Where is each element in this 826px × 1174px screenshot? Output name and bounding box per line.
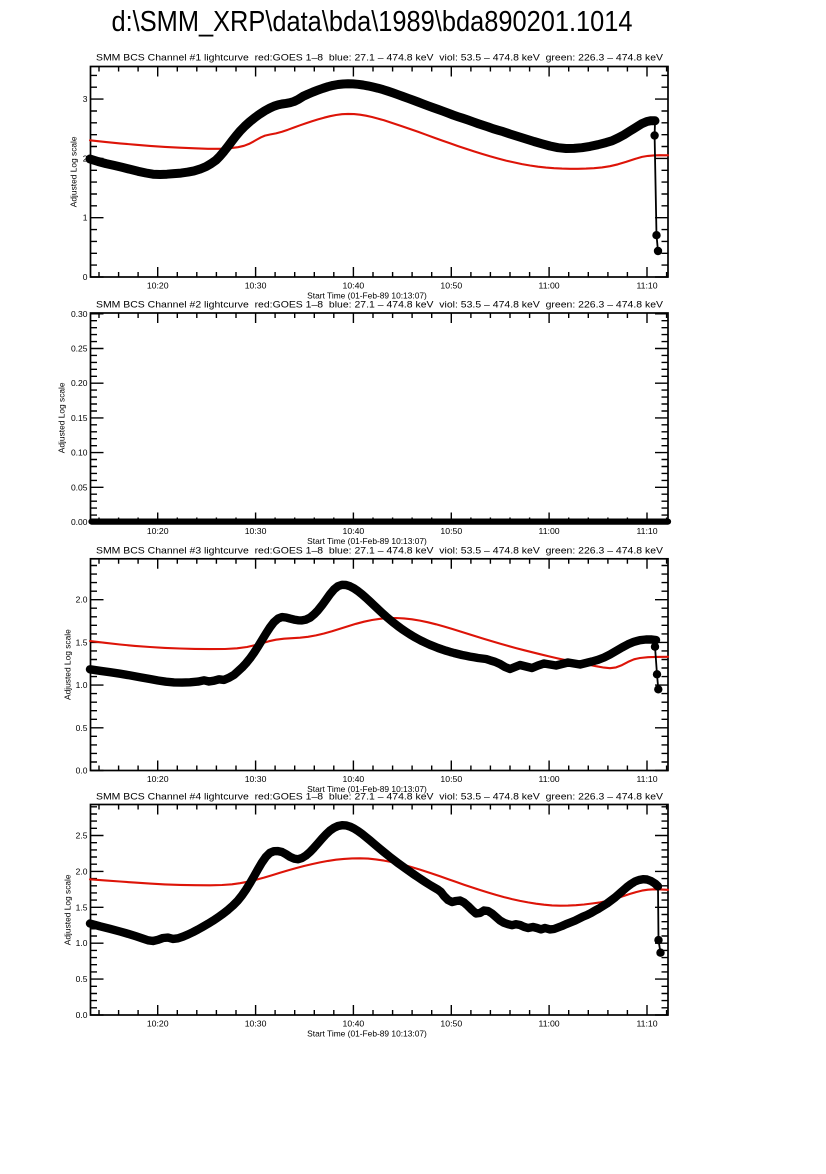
svg-text:Start Time (01-Feb-89 10:13:07: Start Time (01-Feb-89 10:13:07) [307, 784, 427, 794]
svg-text:SMM BCS Channel #4 lightcurve: SMM BCS Channel #4 lightcurve red:GOES 1… [96, 791, 663, 801]
svg-text:1.5: 1.5 [76, 902, 88, 912]
svg-text:10:30: 10:30 [245, 526, 267, 536]
svg-text:d:\SMM_XRP\data\bda\1989\bda89: d:\SMM_XRP\data\bda\1989\bda890201.1014 [112, 6, 633, 38]
svg-text:10:30: 10:30 [245, 774, 267, 784]
svg-text:0.0: 0.0 [76, 1010, 88, 1020]
svg-text:10:20: 10:20 [147, 1018, 169, 1028]
svg-text:11:10: 11:10 [636, 1018, 657, 1028]
svg-text:SMM BCS Channel #3 lightcurve: SMM BCS Channel #3 lightcurve red:GOES 1… [96, 545, 663, 555]
svg-text:10:20: 10:20 [147, 280, 169, 290]
svg-text:10:30: 10:30 [245, 280, 267, 290]
svg-text:1.0: 1.0 [76, 938, 88, 948]
svg-text:2.0: 2.0 [76, 866, 88, 876]
svg-text:0: 0 [83, 272, 88, 282]
svg-text:Start Time (01-Feb-89 10:13:07: Start Time (01-Feb-89 10:13:07) [307, 291, 427, 301]
svg-text:SMM BCS Channel #1 lightcurve: SMM BCS Channel #1 lightcurve red:GOES 1… [96, 52, 663, 62]
svg-text:Start Time (01-Feb-89 10:13:07: Start Time (01-Feb-89 10:13:07) [307, 1029, 427, 1039]
svg-text:Start Time (01-Feb-89 10:13:07: Start Time (01-Feb-89 10:13:07) [307, 536, 427, 546]
svg-text:SMM BCS Channel #2 lightcurve: SMM BCS Channel #2 lightcurve red:GOES 1… [96, 299, 663, 309]
svg-text:11:00: 11:00 [539, 774, 560, 784]
svg-text:10:40: 10:40 [343, 774, 365, 784]
svg-text:2: 2 [83, 153, 88, 163]
svg-text:1: 1 [83, 213, 88, 223]
svg-text:2.0: 2.0 [76, 595, 88, 605]
svg-text:2.5: 2.5 [76, 831, 88, 841]
svg-text:0.05: 0.05 [71, 482, 88, 492]
svg-text:10:30: 10:30 [245, 1018, 267, 1028]
svg-text:10:20: 10:20 [147, 526, 169, 536]
svg-text:0.5: 0.5 [76, 974, 88, 984]
svg-text:10:20: 10:20 [147, 774, 169, 784]
svg-text:10:40: 10:40 [343, 526, 365, 536]
svg-text:0.25: 0.25 [71, 344, 88, 354]
svg-text:10:40: 10:40 [343, 1018, 365, 1028]
svg-text:Adjusted Log scale: Adjusted Log scale [69, 136, 79, 207]
svg-text:Adjusted Log scale: Adjusted Log scale [63, 874, 73, 945]
svg-text:0.00: 0.00 [71, 517, 88, 527]
svg-text:Adjusted Log scale: Adjusted Log scale [57, 382, 67, 453]
svg-text:Adjusted Log scale: Adjusted Log scale [63, 629, 73, 700]
svg-text:11:10: 11:10 [636, 280, 657, 290]
svg-text:10:50: 10:50 [440, 280, 462, 290]
svg-text:0.20: 0.20 [71, 378, 88, 388]
svg-text:11:10: 11:10 [636, 526, 657, 536]
svg-text:10:40: 10:40 [343, 280, 365, 290]
svg-text:1.5: 1.5 [76, 637, 88, 647]
svg-text:10:50: 10:50 [440, 526, 462, 536]
svg-text:0.30: 0.30 [71, 309, 88, 319]
svg-text:10:50: 10:50 [440, 774, 462, 784]
svg-text:11:10: 11:10 [636, 774, 657, 784]
svg-text:11:00: 11:00 [539, 1018, 560, 1028]
svg-text:3: 3 [83, 94, 88, 104]
svg-text:11:00: 11:00 [539, 526, 560, 536]
svg-text:10:50: 10:50 [440, 1018, 462, 1028]
svg-text:0.0: 0.0 [76, 766, 88, 776]
svg-text:0.10: 0.10 [71, 448, 88, 458]
svg-text:0.5: 0.5 [76, 723, 88, 733]
svg-text:1.0: 1.0 [76, 680, 88, 690]
svg-text:11:00: 11:00 [539, 280, 560, 290]
svg-text:0.15: 0.15 [71, 413, 88, 423]
